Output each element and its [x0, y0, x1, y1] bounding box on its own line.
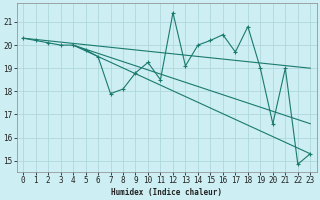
X-axis label: Humidex (Indice chaleur): Humidex (Indice chaleur)	[111, 188, 222, 197]
